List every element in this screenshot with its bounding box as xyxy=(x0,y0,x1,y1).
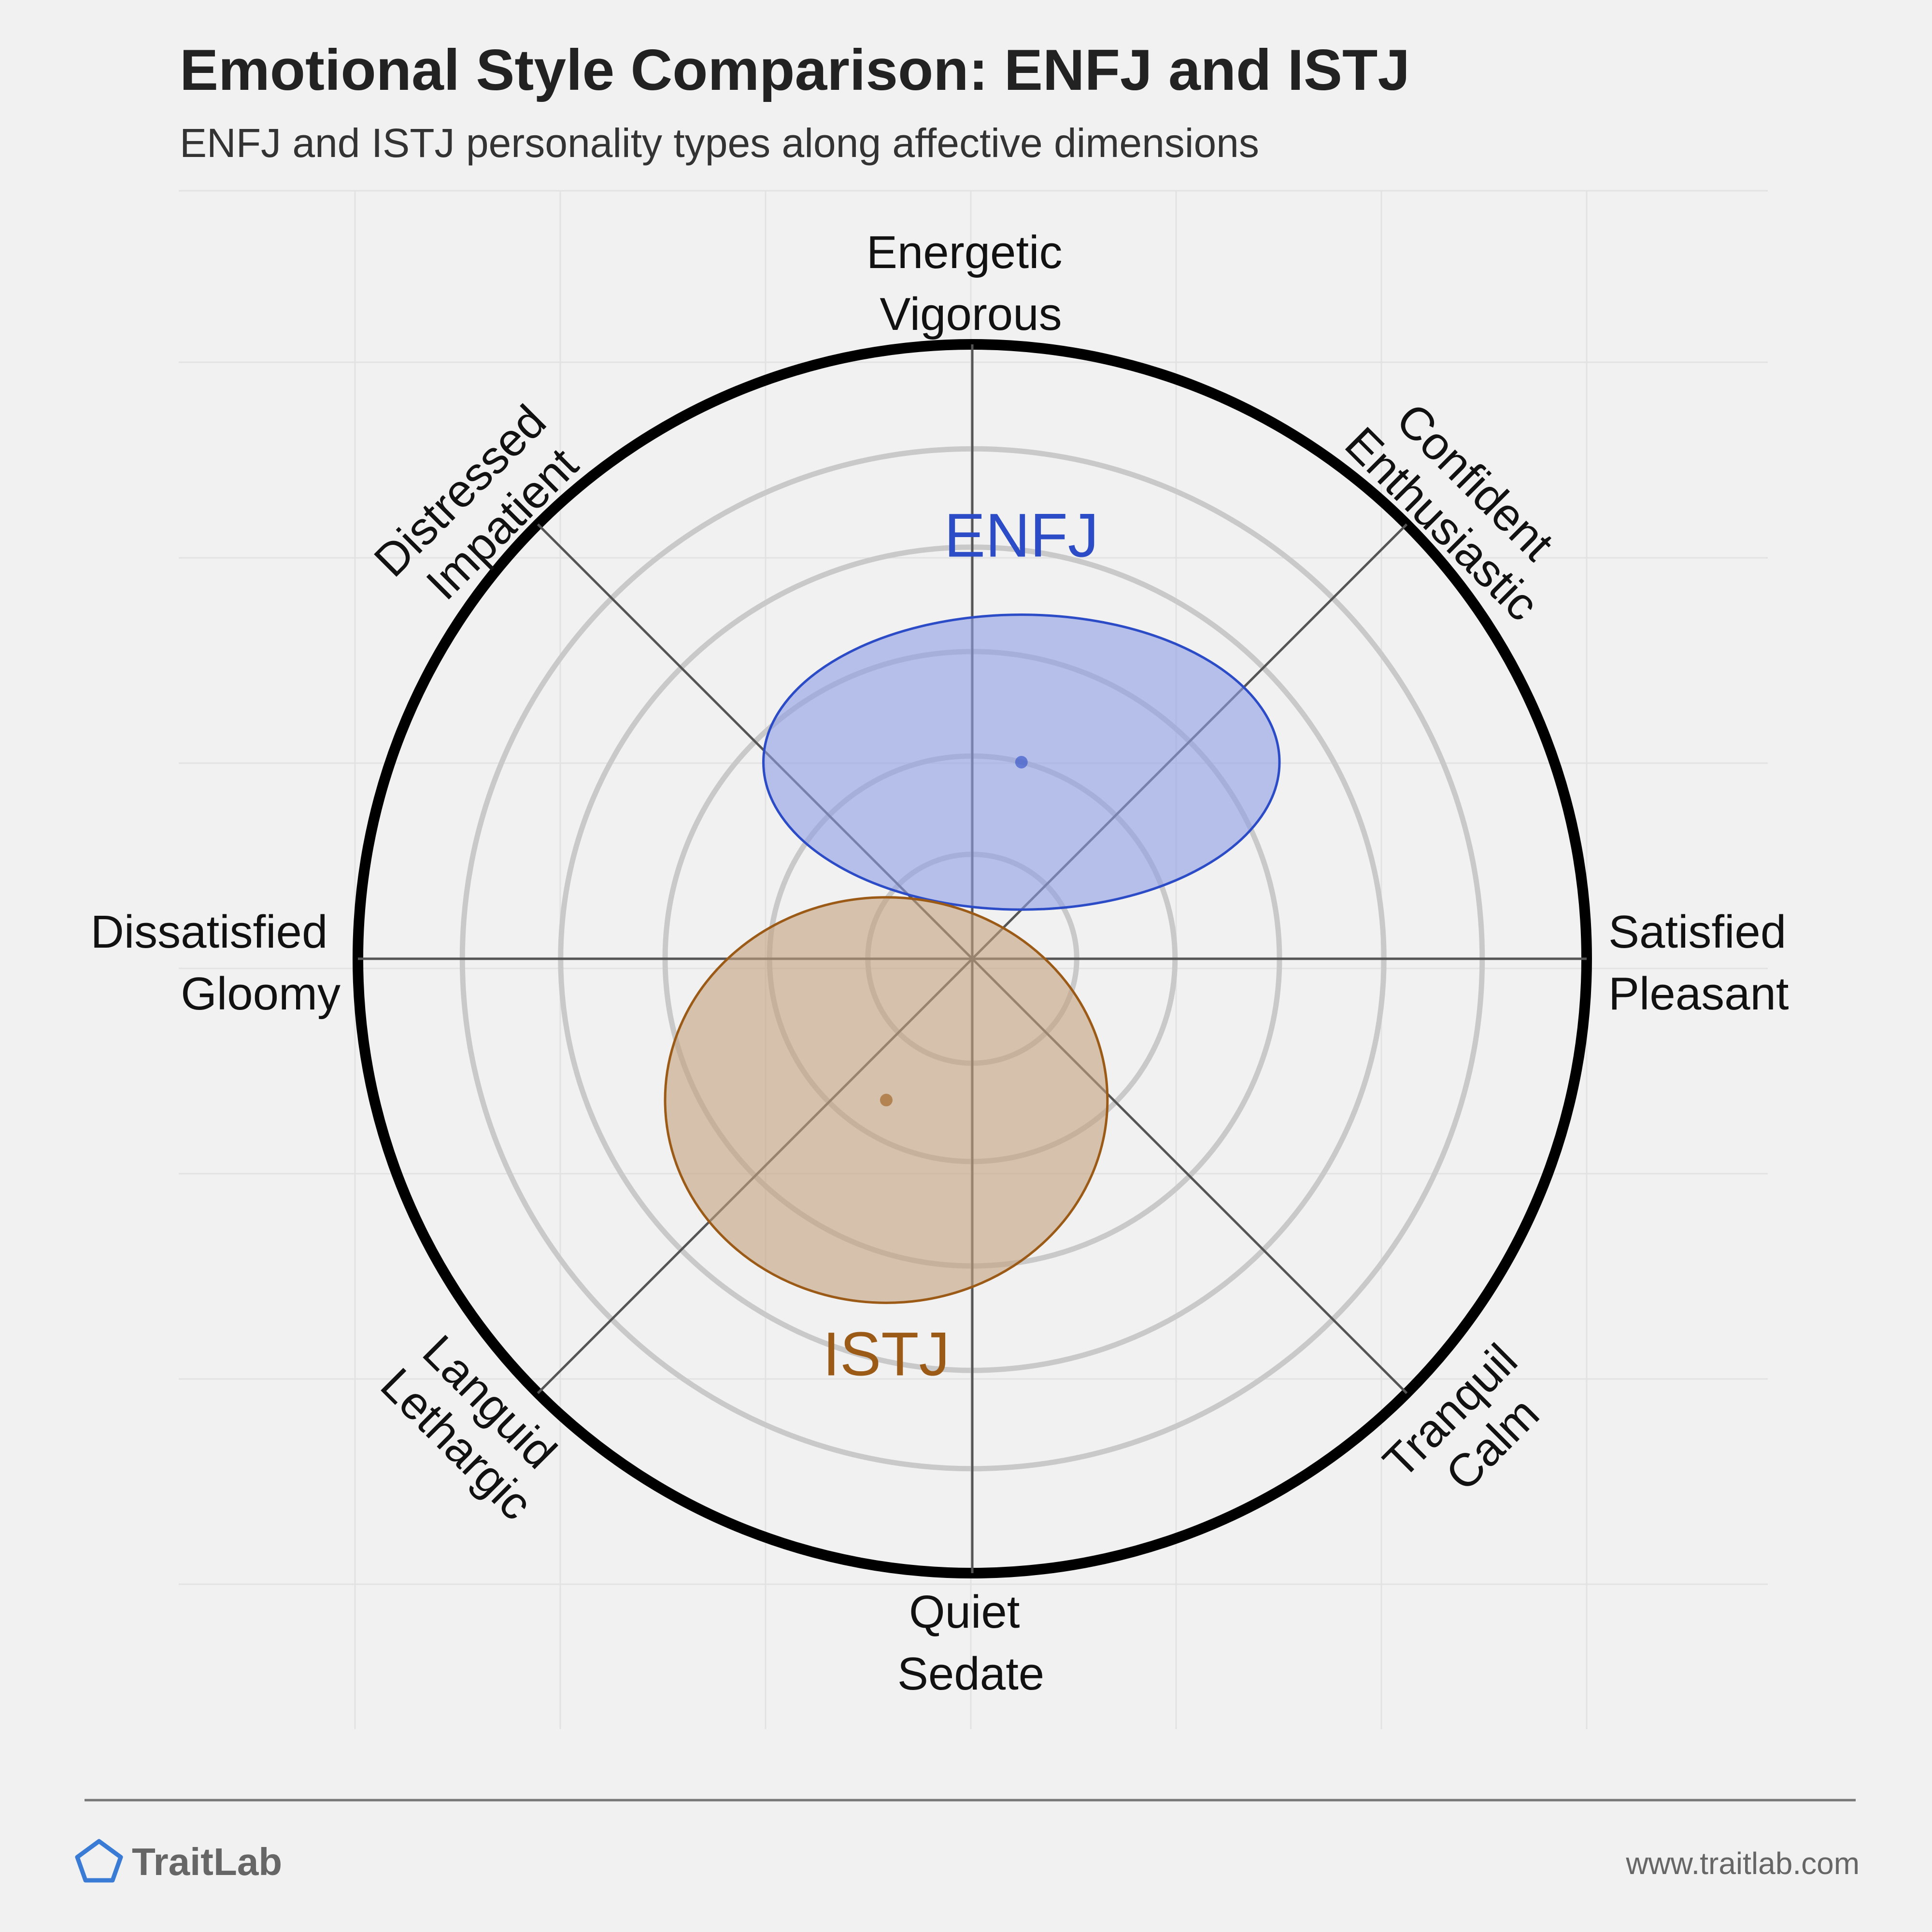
axis-label-top-line1: Energetic xyxy=(867,227,1063,278)
enfj-point xyxy=(1015,755,1028,768)
axis-label-left-line1: Dissatisfied xyxy=(91,906,328,958)
axis-label-right-line1: Satisfied xyxy=(1608,906,1786,958)
axis-label-top: Energetic Vigorous xyxy=(867,227,1075,340)
axis-label-bottom: Quiet Sedate xyxy=(897,1586,1044,1700)
series-layer: ENFJ ISTJ xyxy=(664,501,1281,1389)
footer-url: www.traitlab.com xyxy=(1625,1846,1860,1881)
istj-label: ISTJ xyxy=(823,1320,950,1389)
axis-label-top-line2: Vigorous xyxy=(880,288,1062,340)
axis-label-right-line2: Pleasant xyxy=(1608,968,1789,1020)
footer-brand: TraitLab xyxy=(132,1840,282,1883)
axis-label-bottom-right: Tranquil Calm xyxy=(1373,1325,1574,1525)
axis-label-left-line2: Gloomy xyxy=(181,968,341,1020)
axis-label-right: Satisfied Pleasant xyxy=(1608,906,1799,1020)
istj-point xyxy=(880,1094,893,1107)
axis-label-bottom-line1: Quiet xyxy=(909,1586,1020,1638)
chart-title: Emotional Style Comparison: ENFJ and IST… xyxy=(180,38,1410,102)
enfj-label: ENFJ xyxy=(944,501,1099,570)
chart-subtitle: ENFJ and ISTJ personality types along af… xyxy=(180,120,1259,166)
axis-label-bottom-left: Languid Lethargic xyxy=(371,1321,580,1530)
axis-label-left: Dissatisfied Gloomy xyxy=(91,906,341,1020)
pentagon-logo-icon xyxy=(75,1839,123,1883)
axis-label-bottom-line2: Sedate xyxy=(897,1648,1044,1700)
